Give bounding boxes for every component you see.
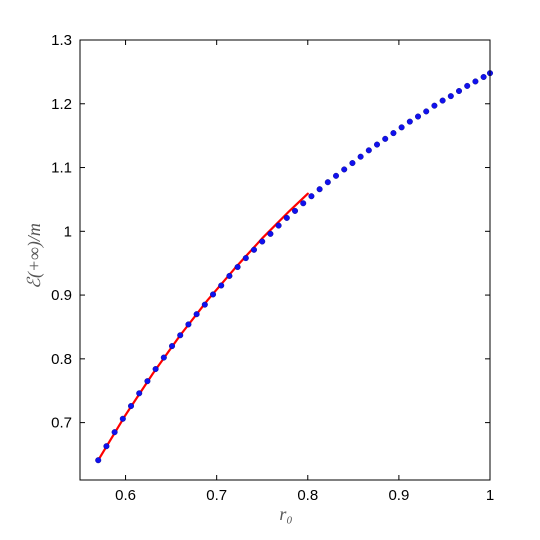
- data-point: [292, 207, 299, 214]
- x-axis-label: r₀: [279, 504, 292, 524]
- data-point: [111, 429, 118, 436]
- y-tick-label: 1.3: [51, 32, 72, 49]
- axes-layer: 0.6 0.7 0.8 0.9 1 0.7 0.8 0.9 1 1.1 1.2 1.3: [51, 32, 494, 504]
- data-point: [251, 246, 258, 253]
- data-point: [349, 160, 356, 167]
- data-point: [406, 118, 413, 125]
- data-point: [456, 88, 463, 95]
- y-tick-label: 1.1: [51, 160, 72, 177]
- data-point: [472, 78, 479, 85]
- data-point: [357, 153, 364, 160]
- y-tick-label: 0.9: [51, 287, 72, 304]
- data-point: [160, 354, 167, 361]
- x-tick-label: 0.8: [297, 487, 318, 504]
- data-point: [390, 130, 397, 137]
- data-point: [234, 264, 241, 271]
- data-point: [333, 172, 340, 179]
- data-point: [136, 390, 143, 397]
- y-tick-label: 0.7: [51, 415, 72, 432]
- data-point: [415, 113, 422, 120]
- data-point: [382, 135, 389, 142]
- data-point: [283, 214, 290, 221]
- data-point: [169, 343, 176, 350]
- data-point: [210, 291, 217, 298]
- data-point: [185, 321, 192, 328]
- data-point: [119, 415, 126, 422]
- data-point: [267, 230, 274, 237]
- data-point: [423, 108, 430, 115]
- y-tick-label: 0.8: [51, 351, 72, 368]
- data-point: [193, 311, 200, 318]
- data-point: [103, 443, 110, 450]
- data-point: [431, 102, 438, 109]
- data-point: [341, 166, 348, 173]
- data-point: [365, 147, 372, 154]
- data-point: [218, 282, 225, 289]
- data-point: [152, 366, 159, 373]
- x-tick-label: 0.9: [388, 487, 409, 504]
- x-tick-label: 0.6: [115, 487, 136, 504]
- x-tick-label: 1: [486, 487, 494, 504]
- data-point: [480, 73, 487, 80]
- marks-layer: [95, 70, 494, 464]
- y-tick-label: 1.2: [51, 96, 72, 113]
- series-0-line: [97, 192, 309, 462]
- data-point: [201, 301, 208, 308]
- data-point: [242, 255, 249, 262]
- data-point: [95, 457, 102, 464]
- plot-frame: [79, 39, 491, 481]
- data-point: [464, 82, 471, 89]
- data-point: [374, 141, 381, 148]
- data-point: [275, 222, 282, 229]
- y-tick-label: 1: [64, 223, 72, 240]
- data-point: [398, 124, 405, 131]
- data-point: [177, 332, 184, 339]
- x-tick-label: 0.7: [206, 487, 227, 504]
- data-point: [447, 93, 454, 100]
- data-point: [439, 97, 446, 104]
- data-point: [259, 238, 266, 245]
- data-point: [300, 200, 307, 207]
- data-point: [128, 403, 135, 410]
- data-point: [324, 179, 331, 186]
- data-point: [226, 272, 233, 279]
- y-axis-label: ℰ(+∞)/m: [24, 223, 45, 289]
- data-point: [308, 193, 315, 200]
- data-point: [316, 186, 323, 193]
- data-point: [144, 378, 151, 385]
